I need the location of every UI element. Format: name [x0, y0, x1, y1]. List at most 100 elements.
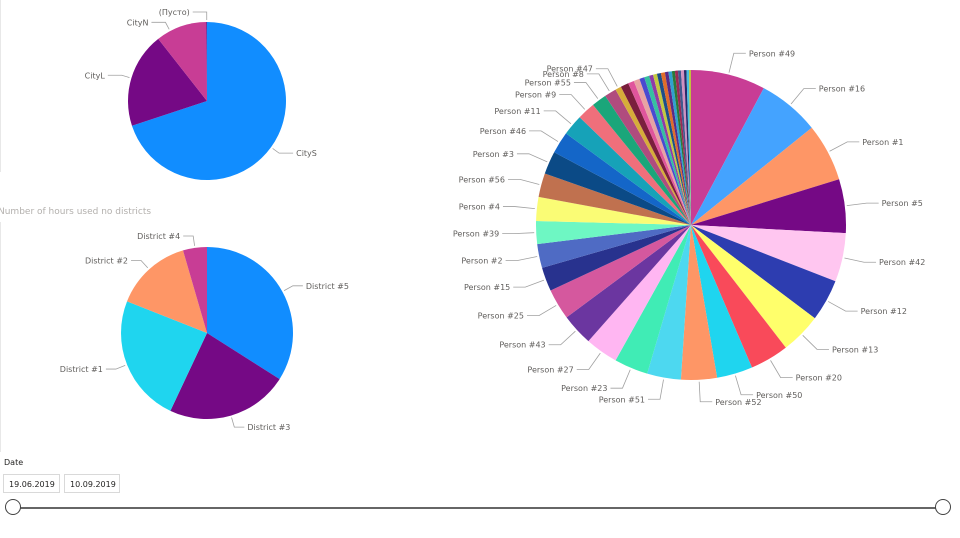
pie-slice-other-16[interactable]	[683, 70, 691, 225]
pie-slice-person-1[interactable]	[691, 127, 840, 225]
leader-line	[548, 330, 576, 346]
pie-slice-person-12[interactable]	[691, 225, 836, 319]
pie-slice-person-46[interactable]	[554, 133, 691, 225]
leader-line	[231, 417, 245, 428]
pie-slice-person-42[interactable]	[691, 225, 846, 282]
pie-slice-other-1[interactable]	[620, 83, 691, 225]
pie-slice-person-16[interactable]	[691, 88, 812, 226]
city-pie-chart: CityS CityL CityN (Пусто)	[85, 8, 317, 180]
data-label-person-25: Person #25	[478, 312, 524, 321]
pie-slice-person-39[interactable]	[535, 220, 691, 245]
pie-slice-пусто[interactable]	[206, 21, 208, 102]
pie-slice-other-4[interactable]	[639, 77, 691, 225]
leader-line	[586, 73, 610, 92]
leader-line	[502, 206, 535, 210]
pie-slice-person-15[interactable]	[542, 225, 691, 291]
data-label-person-52: Person #52	[715, 398, 761, 407]
data-label-person-5: Person #5	[882, 199, 923, 208]
leader-line	[529, 130, 559, 142]
pie-slice-citys[interactable]	[131, 22, 286, 180]
pie-slice-person-43[interactable]	[566, 225, 691, 342]
data-label-person-56: Person #56	[459, 175, 505, 184]
pie-slice-other-9[interactable]	[660, 72, 691, 225]
pie-slice-person-20[interactable]	[691, 225, 786, 368]
pie-slice-person-56[interactable]	[538, 173, 691, 225]
pie-slice-person-27[interactable]	[588, 225, 691, 361]
data-label-cityl: CityL	[85, 71, 106, 80]
leader-line	[610, 369, 631, 389]
end-date-handle[interactable]	[935, 499, 951, 515]
leader-line	[502, 232, 535, 235]
pie-slice-district-4[interactable]	[183, 247, 207, 333]
data-label-district-1: District #1	[60, 365, 103, 374]
end-date-input[interactable]: 10.09.2019	[64, 474, 120, 493]
pie-slice-other-5[interactable]	[644, 75, 691, 226]
pie-slice-cityl[interactable]	[127, 38, 207, 126]
pie-slice-person-11[interactable]	[565, 117, 691, 225]
start-date-input[interactable]: 19.06.2019	[3, 474, 60, 493]
data-label-person-1: Person #1	[862, 138, 903, 147]
date-slider-track[interactable]	[14, 507, 945, 509]
pie-slice-person-8[interactable]	[605, 89, 691, 225]
start-date-handle[interactable]	[5, 499, 21, 515]
data-label-district-5: District #5	[306, 282, 349, 291]
pie-slice-person-23[interactable]	[615, 225, 691, 374]
pie-slice-other-17[interactable]	[686, 70, 691, 225]
pie-slice-district-5[interactable]	[207, 247, 293, 380]
leader-line	[526, 305, 557, 317]
leader-line	[802, 335, 829, 350]
pie-slice-other-6[interactable]	[649, 74, 691, 225]
pie-slice-other-7[interactable]	[653, 73, 691, 225]
pie-slice-person-55[interactable]	[593, 95, 691, 225]
leader-line	[846, 202, 879, 207]
leader-line	[283, 285, 303, 291]
pie-slice-district-2[interactable]	[127, 250, 207, 333]
pie-slice-person-25[interactable]	[550, 225, 691, 318]
pie-slice-other-13[interactable]	[674, 70, 691, 225]
leader-line	[844, 257, 877, 263]
leader-line	[829, 141, 860, 152]
pie-slice-person-13[interactable]	[691, 225, 815, 348]
pie-slice-person-52[interactable]	[680, 225, 718, 380]
pie-slice-person-4[interactable]	[536, 196, 691, 225]
pie-slice-person-2[interactable]	[537, 225, 691, 268]
pie-slice-other-14[interactable]	[677, 70, 691, 225]
pie-slice-other-10[interactable]	[664, 71, 691, 225]
pie-slice-cityn[interactable]	[158, 22, 207, 101]
pie-slice-person-3[interactable]	[544, 152, 691, 225]
data-label-person-2: Person #2	[461, 257, 502, 266]
pie-slice-person-9[interactable]	[579, 104, 691, 225]
data-label-cityn: CityN	[127, 18, 149, 27]
pie-slice-person-51[interactable]	[647, 225, 691, 380]
leader-line	[505, 256, 538, 261]
pie-slice-other-8[interactable]	[656, 72, 691, 225]
data-label-person-39: Person #39	[453, 230, 499, 239]
pie-slice-other-3[interactable]	[633, 78, 691, 225]
data-label-person-23: Person #23	[561, 384, 607, 393]
pie-slice-district-1[interactable]	[120, 301, 207, 411]
pie-slice-other-18[interactable]	[688, 69, 691, 225]
data-label-person-27: Person #27	[527, 365, 573, 374]
data-label-person-55: Person #55	[525, 79, 571, 88]
leader-line	[272, 148, 294, 154]
district-pie-chart: District #5 District #3 District #1 Distric…	[60, 232, 349, 432]
leader-line	[827, 301, 858, 312]
pie-slice-other-12[interactable]	[671, 70, 691, 225]
pie-slice-person-49[interactable]	[691, 70, 764, 225]
leader-line	[790, 88, 816, 105]
data-label-person-8: Person #8	[543, 70, 584, 79]
leader-line	[151, 21, 170, 30]
pie-slice-district-3[interactable]	[170, 333, 280, 420]
pie-slice-person-47[interactable]	[615, 86, 691, 225]
leader-line	[105, 365, 126, 370]
pie-slice-other-11[interactable]	[668, 71, 691, 225]
data-label-person-46: Person #46	[480, 127, 526, 136]
leader-line	[192, 11, 208, 21]
pie-slice-other-2[interactable]	[628, 80, 691, 225]
pie-slice-person-5[interactable]	[691, 179, 847, 234]
pie-slice-person-50[interactable]	[691, 225, 752, 378]
data-label-district-3: District #3	[247, 423, 290, 432]
leader-line	[559, 94, 586, 110]
leader-line	[513, 279, 545, 288]
pie-slice-other-15[interactable]	[680, 70, 691, 225]
